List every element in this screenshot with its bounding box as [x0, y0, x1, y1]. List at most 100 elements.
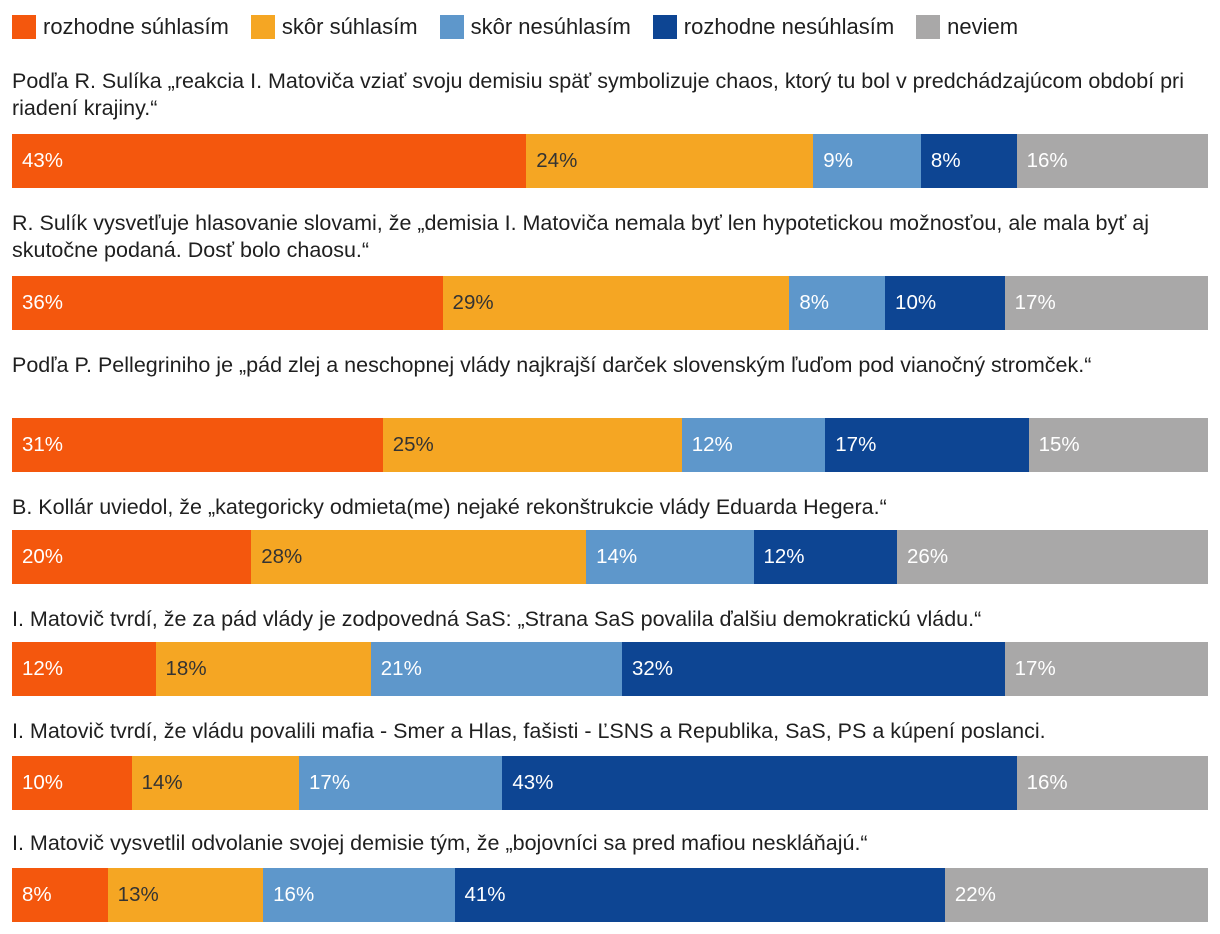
legend-item: rozhodne nesúhlasím: [652, 14, 895, 39]
bar-segment: 17%: [1004, 276, 1208, 330]
data-label: 20%: [22, 545, 64, 568]
bar-segment: 31%: [12, 418, 383, 472]
data-label: 43%: [512, 771, 554, 794]
data-label: 17%: [1014, 291, 1056, 314]
bar-segment: 43%: [12, 134, 527, 188]
stacked-bar: 12% 18% 21% 32% 17%: [12, 642, 1208, 696]
bar-segment: 17%: [1004, 642, 1208, 696]
legend-item: neviem: [916, 15, 1018, 39]
bar-segment: 16%: [1016, 756, 1208, 810]
data-label: 29%: [452, 291, 494, 314]
stacked-bar: 43% 24% 9% 8% 16%: [12, 134, 1208, 188]
stacked-bar: 10% 14% 17% 43% 16%: [12, 756, 1208, 810]
legend-swatch: [12, 15, 36, 39]
data-label: 12%: [763, 545, 805, 568]
data-label: 16%: [1026, 771, 1068, 794]
question-text: Podľa P. Pellegriniho je „pád zlej a nes…: [12, 353, 1092, 377]
legend-swatch: [652, 15, 677, 39]
bar-segment: 18%: [155, 642, 371, 696]
data-label: 28%: [261, 545, 303, 568]
bar-segment: 17%: [299, 756, 503, 810]
bar-segment: 26%: [897, 530, 1208, 584]
question-text: R. Sulík vysvetľuje hlasovanie slovami, …: [12, 211, 1150, 262]
data-label: 8%: [799, 291, 830, 314]
bar-segment: 16%: [263, 868, 455, 922]
legend-label: neviem: [947, 14, 1019, 39]
bar-segment: 21%: [370, 642, 622, 696]
data-label: 12%: [691, 433, 733, 456]
data-label: 8%: [22, 883, 52, 906]
bar-segment: 12%: [12, 642, 156, 696]
legend-item: skôr nesúhlasím: [439, 14, 631, 39]
bar-segment: 43%: [502, 756, 1017, 810]
bar-segment: 9%: [813, 134, 921, 188]
data-label: 14%: [596, 545, 638, 568]
legend-label: rozhodne nesúhlasím: [683, 14, 895, 39]
bar-segment: 25%: [382, 418, 682, 472]
bar-segment: 22%: [944, 868, 1208, 922]
data-label: 17%: [1014, 657, 1056, 680]
legend-item: skôr súhlasím: [250, 14, 418, 39]
bar-segment: 13%: [107, 868, 264, 922]
legend-swatch: [250, 15, 275, 39]
data-label: 22%: [954, 883, 996, 906]
bar-segment: 41%: [454, 868, 945, 922]
stacked-bar: 31% 25% 12% 17% 15%: [12, 418, 1208, 472]
bar-segment: 14%: [586, 530, 754, 584]
bar-segment: 8%: [789, 276, 886, 330]
data-label: 25%: [392, 433, 434, 456]
bar-segment: 12%: [753, 530, 898, 584]
legend-label: skôr súhlasím: [281, 14, 418, 39]
stacked-bar: 8% 13% 16% 41% 22%: [12, 868, 1208, 922]
data-label: 24%: [536, 149, 578, 172]
question-text: Podľa R. Sulíka „reakcia I. Matoviča vzi…: [12, 69, 1184, 120]
legend-label: rozhodne súhlasím: [43, 14, 229, 39]
data-label: 8%: [930, 149, 961, 172]
question-text: B. Kollár uviedol, že „kategoricky odmie…: [12, 495, 887, 519]
data-label: 16%: [1026, 149, 1068, 172]
bar-segment: 8%: [920, 134, 1017, 188]
data-label: 12%: [22, 657, 64, 680]
data-label: 17%: [835, 433, 877, 456]
bar-segment: 15%: [1028, 418, 1208, 472]
legend-item: rozhodne súhlasím: [12, 15, 229, 39]
bar-segment: 36%: [12, 276, 443, 330]
question-text: I. Matovič tvrdí, že za pád vlády je zod…: [12, 607, 982, 631]
bar-segment: 24%: [526, 134, 814, 188]
bar-segment: 10%: [12, 756, 132, 810]
question-text: I. Matovič tvrdí, že vládu povalili mafi…: [12, 719, 1046, 743]
data-label: 26%: [907, 545, 949, 568]
data-label: 16%: [273, 883, 315, 906]
data-label: 21%: [380, 657, 422, 680]
bar-segment: 32%: [621, 642, 1005, 696]
legend-swatch: [916, 15, 941, 39]
data-label: 10%: [895, 291, 937, 314]
bar-segment: 29%: [442, 276, 790, 330]
data-label: 36%: [22, 291, 64, 314]
data-label: 31%: [22, 433, 64, 456]
data-label: 41%: [464, 883, 506, 906]
data-label: 15%: [1038, 433, 1080, 456]
legend-swatch: [439, 15, 464, 39]
bar-segment: 16%: [1016, 134, 1208, 188]
bar-segment: 20%: [12, 530, 252, 584]
stacked-bar: 20% 28% 14% 12% 26%: [12, 530, 1208, 584]
data-label: 9%: [823, 149, 853, 172]
bar-segment: 14%: [131, 756, 300, 810]
bar-segment: 12%: [681, 418, 826, 472]
bar-segment: 10%: [885, 276, 1005, 330]
data-label: 10%: [22, 771, 64, 794]
data-label: 14%: [141, 771, 183, 794]
bar-segment: 28%: [251, 530, 587, 584]
data-label: 17%: [309, 771, 351, 794]
data-label: 18%: [165, 657, 207, 680]
bar-segment: 17%: [825, 418, 1029, 472]
data-label: 32%: [631, 657, 673, 680]
question-text: I. Matovič vysvetlil odvolanie svojej de…: [12, 831, 868, 855]
data-label: 43%: [22, 149, 64, 172]
legend-label: skôr nesúhlasím: [470, 14, 631, 39]
data-label: 13%: [117, 883, 159, 906]
legend: rozhodne súhlasím skôr súhlasím skôr nesúh…: [12, 10, 1040, 44]
bar-segment: 8%: [12, 868, 108, 922]
stacked-bar: 36% 29% 8% 10% 17%: [12, 276, 1208, 330]
